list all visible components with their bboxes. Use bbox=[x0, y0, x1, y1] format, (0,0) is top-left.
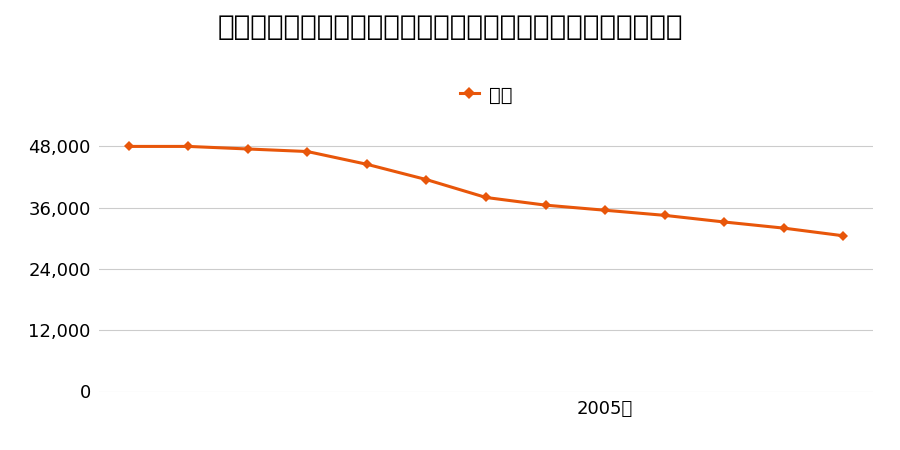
価格 bbox=[242, 146, 253, 152]
価格 bbox=[540, 202, 551, 208]
Text: 長野県小諸市大字御影新田字池の上２１２１番２０の地価推移: 長野県小諸市大字御影新田字池の上２１２１番２０の地価推移 bbox=[217, 14, 683, 41]
価格 bbox=[719, 219, 730, 225]
価格 bbox=[599, 207, 610, 213]
価格 bbox=[362, 162, 373, 167]
価格 bbox=[183, 144, 194, 149]
価格 bbox=[659, 213, 670, 218]
価格 bbox=[838, 233, 849, 238]
価格 bbox=[123, 144, 134, 149]
価格 bbox=[302, 149, 313, 154]
価格 bbox=[421, 177, 432, 182]
Legend: 価格: 価格 bbox=[452, 77, 520, 112]
価格 bbox=[481, 195, 491, 200]
Line: 価格: 価格 bbox=[125, 143, 847, 239]
価格 bbox=[778, 225, 789, 231]
